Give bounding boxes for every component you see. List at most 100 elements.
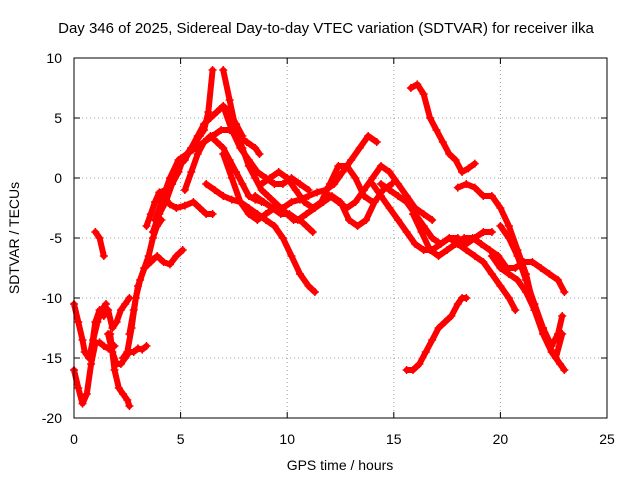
data-point	[159, 192, 168, 200]
data-point	[479, 258, 488, 266]
data-point	[319, 198, 328, 206]
data-point	[419, 90, 428, 98]
data-point	[182, 150, 191, 158]
data-point	[445, 234, 454, 242]
data-point	[496, 204, 505, 212]
data-point	[479, 192, 488, 200]
data-point	[133, 344, 142, 353]
data-point	[114, 384, 123, 392]
data-point	[513, 276, 522, 284]
data-point	[287, 198, 296, 206]
data-point	[385, 186, 394, 194]
data-point	[180, 186, 189, 194]
data-point	[440, 318, 449, 326]
data-point	[208, 66, 217, 74]
data-point	[208, 210, 217, 218]
data-point	[394, 216, 403, 224]
data-point	[210, 186, 219, 194]
data-point	[172, 204, 181, 212]
data-point	[359, 186, 368, 194]
data-point	[219, 150, 228, 158]
series-line	[497, 223, 566, 349]
data-point	[504, 234, 513, 242]
data-point	[372, 138, 381, 146]
data-point	[342, 162, 351, 170]
data-point	[558, 312, 567, 320]
data-point	[302, 222, 311, 230]
data-point	[95, 234, 104, 242]
data-point	[536, 264, 545, 272]
data-point	[104, 306, 113, 314]
data-point	[413, 80, 422, 89]
data-point	[142, 222, 151, 230]
data-point	[411, 240, 420, 248]
data-point	[91, 228, 100, 236]
data-point	[116, 360, 125, 368]
x-tick-label: 0	[70, 431, 78, 447]
data-point	[110, 366, 119, 374]
chart-title: Day 346 of 2025, Sidereal Day-to-day VTE…	[58, 20, 594, 37]
data-point	[504, 294, 513, 302]
data-point	[308, 228, 317, 236]
series-arc-25	[402, 294, 471, 374]
data-point	[232, 168, 241, 176]
data-point	[142, 342, 151, 350]
data-point	[125, 402, 134, 410]
data-point	[261, 210, 270, 218]
data-point	[377, 180, 386, 188]
data-point	[487, 252, 496, 260]
data-point	[242, 138, 251, 146]
data-point	[545, 342, 554, 350]
data-point	[300, 198, 309, 206]
data-point	[99, 252, 108, 260]
data-point	[112, 318, 121, 326]
y-tick-label: 5	[54, 110, 62, 126]
data-point	[504, 270, 513, 278]
data-point	[212, 108, 221, 116]
data-point	[180, 201, 189, 210]
data-point	[278, 204, 287, 212]
data-point	[227, 174, 236, 182]
data-point	[304, 192, 313, 200]
data-point	[253, 216, 262, 224]
series-line	[488, 253, 566, 361]
data-point	[345, 216, 354, 224]
data-point	[219, 66, 228, 74]
data-point	[291, 186, 300, 194]
data-point	[129, 306, 138, 314]
data-point	[165, 174, 174, 182]
series-arc-28	[487, 252, 567, 362]
data-point	[462, 294, 471, 302]
y-tick-label: -15	[42, 350, 62, 366]
x-tick-label: 10	[279, 431, 295, 447]
data-point	[217, 126, 226, 134]
data-point	[432, 126, 441, 134]
data-point	[408, 210, 417, 218]
data-point	[285, 210, 294, 218]
data-point	[370, 198, 379, 206]
data-point	[511, 264, 520, 272]
data-point	[78, 336, 87, 344]
data-point	[434, 252, 443, 260]
data-point	[368, 180, 377, 188]
data-point	[385, 204, 394, 212]
data-point	[310, 288, 319, 296]
x-axis-label: GPS time / hours	[287, 457, 394, 473]
data-point	[428, 234, 437, 242]
data-point	[151, 216, 160, 224]
data-point	[325, 192, 334, 200]
data-point	[251, 144, 260, 152]
data-point	[108, 348, 117, 356]
data-point	[460, 234, 469, 242]
data-point	[553, 276, 562, 284]
data-point	[146, 258, 155, 266]
data-point	[521, 276, 530, 284]
x-tick-label: 25	[599, 431, 615, 447]
series-line	[126, 247, 186, 337]
y-tick-label: 10	[46, 50, 62, 66]
data-point	[496, 282, 505, 290]
data-point	[74, 318, 83, 326]
data-point	[146, 210, 155, 218]
data-point	[178, 246, 187, 254]
data-point	[462, 246, 471, 254]
